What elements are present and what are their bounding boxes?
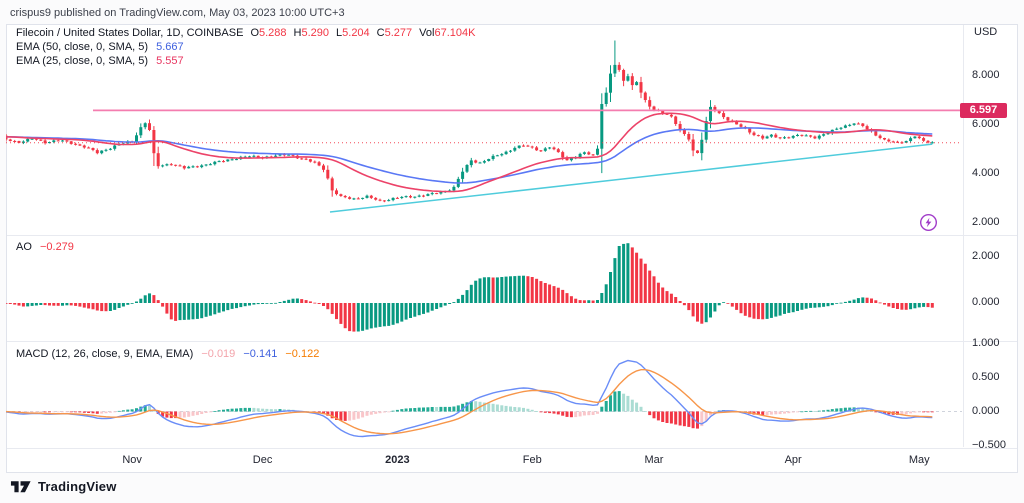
pane-separator-ao[interactable] [7, 235, 1017, 236]
price-scale-currency: USD [974, 26, 998, 38]
footer[interactable]: TradingView [10, 478, 117, 495]
footer-brand-text: TradingView [38, 479, 117, 494]
lightning-icon [919, 213, 938, 232]
ao-tick: 2.000 [972, 250, 1000, 262]
time-tick: Nov [122, 454, 142, 466]
ohlc-key: C [376, 27, 385, 39]
time-tick: Mar [644, 454, 664, 466]
ema50-value: 5.667 [156, 41, 184, 53]
macd-legend[interactable]: MACD (12, 26, close, 9, EMA, EMA) −0.019… [16, 348, 319, 361]
ohlc-key: H [293, 27, 302, 39]
ema50-legend[interactable]: EMA (50, close, 0, SMA, 5) 5.667 [16, 41, 184, 54]
macd-tick: 1.000 [972, 336, 1000, 349]
ohlc-values: O5.288 H5.290 L5.204 C5.277 Vol67.104K [243, 27, 475, 39]
ema25-value: 5.557 [156, 55, 184, 67]
time-scale[interactable]: Nov Dec 2023 Feb Mar Apr May [6, 448, 962, 473]
attribution-text: crispus9 published on TradingView.com, M… [10, 7, 345, 19]
price-scale-border [963, 25, 964, 447]
ohlc-key: Vol [419, 27, 435, 39]
macd-scale[interactable]: 1.000 0.500 0.000 −0.500 [962, 337, 1018, 451]
macd-signal-value: −0.122 [285, 348, 320, 360]
ohlc-value: 67.104K [434, 27, 476, 39]
symbol-legend[interactable]: Filecoin / United States Dollar, 1D, COI… [16, 27, 475, 40]
ohlc-value: 5.277 [384, 27, 413, 39]
pane-separator-macd[interactable] [7, 341, 1017, 342]
time-tick: Apr [784, 454, 802, 466]
ema50-label: EMA (50, close, 0, SMA, 5) [16, 41, 149, 53]
flash-button[interactable] [919, 213, 938, 232]
macd-tick: 0.000 [972, 404, 1000, 417]
ohlc-value: 5.288 [259, 27, 287, 39]
tradingview-logo-icon [10, 481, 31, 493]
price-tick: 6.000 [972, 118, 1000, 130]
price-level-badge[interactable]: 6.597 [960, 102, 1007, 118]
price-tick: 8.000 [972, 69, 1000, 81]
ao-tick: 0.000 [972, 296, 1000, 308]
macd-hist-value: −0.019 [201, 348, 236, 360]
time-tick: May [908, 454, 930, 466]
ohlc-value: 5.204 [342, 27, 370, 39]
ao-scale[interactable]: 2.000 0.000 [962, 235, 1018, 339]
chart-container [6, 24, 1018, 473]
macd-tick: −0.500 [972, 438, 1006, 451]
ohlc-value: 5.290 [301, 27, 330, 39]
time-tick: Feb [522, 454, 542, 466]
ohlc-key: L [336, 27, 343, 39]
price-tick: 2.000 [972, 216, 1000, 228]
time-axis-separator [7, 448, 1017, 449]
ohlc-key: O [250, 27, 259, 39]
price-scale[interactable]: USD 8.000 6.000 4.000 2.000 [962, 24, 1018, 233]
ao-label: AO [16, 241, 32, 253]
ema25-legend[interactable]: EMA (25, close, 0, SMA, 5) 5.557 [16, 55, 184, 68]
macd-label: MACD (12, 26, close, 9, EMA, EMA) [16, 348, 194, 360]
time-tick: Dec [252, 454, 273, 466]
ema25-label: EMA (25, close, 0, SMA, 5) [16, 55, 149, 67]
symbol-title: Filecoin / United States Dollar, 1D, COI… [16, 27, 244, 39]
macd-tick: 0.500 [972, 370, 1000, 383]
ao-value: −0.279 [39, 241, 74, 253]
price-tick: 4.000 [972, 167, 1000, 179]
time-tick: 2023 [385, 454, 410, 466]
macd-line-value: −0.141 [243, 348, 278, 360]
ao-legend[interactable]: AO −0.279 [16, 241, 74, 254]
